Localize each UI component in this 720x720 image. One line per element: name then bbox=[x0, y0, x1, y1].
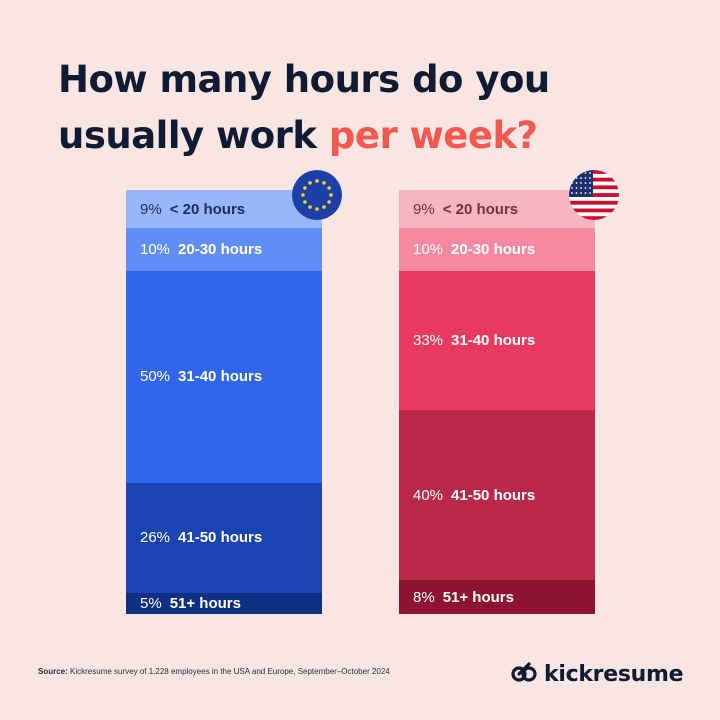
data-label-percent: 33% bbox=[413, 332, 444, 349]
bar-segment: 40% 41-50 hours bbox=[399, 410, 595, 581]
source-note: Source: Kickresume survey of 1,228 emplo… bbox=[38, 667, 390, 676]
data-label-category: 20-30 hours bbox=[178, 240, 263, 258]
data-label-percent: 9% bbox=[413, 200, 435, 218]
data-label-percent: 9% bbox=[140, 200, 162, 218]
bar-segment: 10% 20-30 hours bbox=[399, 228, 595, 271]
column-usa: 9% < 20 hours 10% 20-30 hours 33% 31-40 hours… bbox=[399, 190, 595, 614]
data-label-percent: 26% bbox=[140, 529, 171, 547]
data-label-percent: 8% bbox=[413, 588, 435, 606]
bar-segment: 33% 31-40 hours bbox=[399, 270, 595, 411]
eu-flag-icon bbox=[292, 170, 342, 220]
bar-segment: 50% 31-40 hours bbox=[126, 270, 322, 483]
data-label-category: 41-50 hours bbox=[178, 529, 263, 547]
data-label-percent: 50% bbox=[140, 368, 171, 386]
title-line-1: How many hours do you bbox=[58, 58, 550, 101]
brand-name: kickresume bbox=[544, 661, 684, 687]
bar-segment: 5% 51+ hours bbox=[126, 592, 322, 614]
data-label-percent: 5% bbox=[140, 594, 162, 612]
data-label-category: 31-40 hours bbox=[178, 368, 263, 386]
bar-segment: 9% < 20 hours bbox=[399, 190, 595, 229]
bar-segment: 10% 20-30 hours bbox=[126, 228, 322, 271]
title-highlight: per week? bbox=[328, 114, 538, 157]
source-text: Kickresume survey of 1,228 employees in … bbox=[67, 667, 390, 676]
column-europe: 9% < 20 hours 10% 20-30 hours 50% 31-40 hours… bbox=[126, 190, 322, 614]
data-label-category: < 20 hours bbox=[169, 200, 246, 218]
us-flag-icon bbox=[569, 170, 619, 220]
data-label-category: 20-30 hours bbox=[451, 240, 536, 258]
data-label-category: 51+ hours bbox=[442, 588, 514, 606]
source-label: Source: bbox=[38, 667, 68, 676]
title-line-2: usually work bbox=[58, 114, 329, 157]
data-label-percent: 10% bbox=[413, 240, 444, 258]
bar-segment: 9% < 20 hours bbox=[126, 190, 322, 229]
data-label-category: 51+ hours bbox=[169, 594, 241, 612]
brand-logo: kickresume bbox=[510, 660, 684, 688]
bar-segment: 8% 51+ hours bbox=[399, 580, 595, 614]
data-label-category: < 20 hours bbox=[442, 200, 519, 218]
chart-title: How many hours do you usually work per w… bbox=[58, 52, 678, 164]
data-label-category: 31-40 hours bbox=[451, 332, 536, 349]
data-label-percent: 10% bbox=[140, 240, 171, 258]
data-label-percent: 40% bbox=[413, 486, 444, 504]
bar-segment: 26% 41-50 hours bbox=[126, 482, 322, 593]
data-label-category: 41-50 hours bbox=[451, 486, 536, 504]
kickresume-logo-icon bbox=[511, 662, 537, 682]
